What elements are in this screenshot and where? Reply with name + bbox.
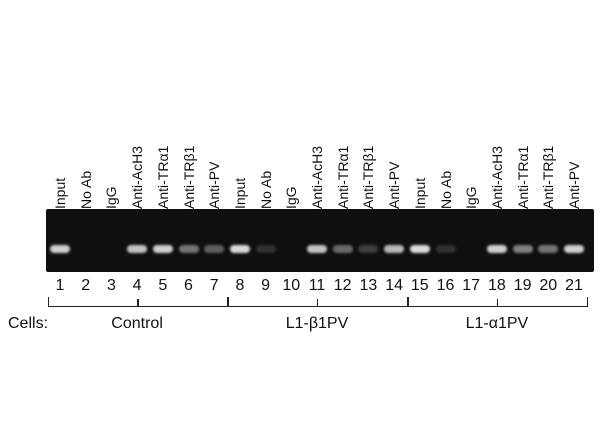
band-lane-6 [178,245,199,253]
lane-number-21: 21 [565,277,583,294]
lane-number-15: 15 [410,277,429,294]
band-lane-18 [486,245,507,253]
band-lane-14 [384,245,405,253]
lane-number-2: 2 [81,277,91,294]
band-lane-4 [127,245,148,253]
lane-number-12: 12 [333,277,352,294]
band-lane-7 [204,245,225,253]
lane-label-3: IgG [103,186,120,209]
band-lane-20 [538,245,559,253]
band-lane-11 [307,245,327,253]
lane-label-8: Input [231,177,248,209]
lane-number-17: 17 [462,277,481,294]
lane-label-2: No Ab [77,170,94,209]
lane-number-7: 7 [209,277,219,294]
lane-number-9: 9 [261,277,271,294]
lane-label-21: Anti-PV [566,161,582,209]
lane-label-19: Anti-TRα1 [514,145,531,209]
lane-label-15: Input [411,177,428,209]
band-lane-5 [152,245,173,253]
lane-number-10: 10 [282,277,301,294]
lane-label-9: No Ab [257,170,274,209]
lane-number-1: 1 [55,277,65,294]
lane-label-11: Anti-AcH3 [309,145,325,209]
lane-number-16: 16 [436,277,455,294]
lane-number-14: 14 [385,277,403,294]
lane-number-18: 18 [487,277,506,294]
lane-number-20: 20 [539,277,558,294]
band-lane-19 [512,245,533,253]
band-lane-8 [229,245,250,253]
lane-label-16: No Ab [437,170,454,209]
lane-label-14: Anti-PV [386,161,403,209]
lane-label-13: Anti-TRβ1 [360,145,377,209]
lane-label-17: IgG [463,186,480,209]
group-bracket-3 [407,297,588,307]
lane-number-3: 3 [106,277,116,294]
lane-label-4: Anti-AcH3 [129,145,146,209]
group-bracket-1 [48,297,229,307]
band-lane-1 [50,245,70,253]
band-lane-21 [564,245,584,253]
group-name-1: Control [111,315,163,332]
band-lane-16 [435,245,456,253]
lane-label-10: IgG [283,186,300,209]
lane-label-20: Anti-TRβ1 [540,145,557,209]
band-lane-15 [409,245,430,253]
band-lane-9 [255,245,276,253]
agarose-gel [46,209,594,272]
lane-number-4: 4 [132,277,142,294]
band-lane-12 [332,245,353,253]
lane-number-6: 6 [184,277,193,294]
lane-number-11: 11 [308,277,326,294]
group-name-3: L1-α1PV [465,315,529,332]
lane-label-5: Anti-TRα1 [154,145,171,209]
group-name-2: L1-β1PV [285,315,349,332]
lane-number-8: 8 [235,277,245,294]
lane-number-19: 19 [513,277,532,294]
group-bracket-2 [227,297,409,307]
lane-number-13: 13 [359,277,378,294]
cells-label: Cells: [8,315,49,332]
lane-label-18: Anti-AcH3 [488,145,505,209]
lane-number-5: 5 [158,277,168,294]
lane-label-7: Anti-PV [206,161,223,209]
lane-label-12: Anti-TRα1 [334,145,351,209]
lane-label-6: Anti-TRβ1 [180,145,197,209]
lane-label-1: Input [52,177,68,209]
band-lane-13 [358,245,379,253]
